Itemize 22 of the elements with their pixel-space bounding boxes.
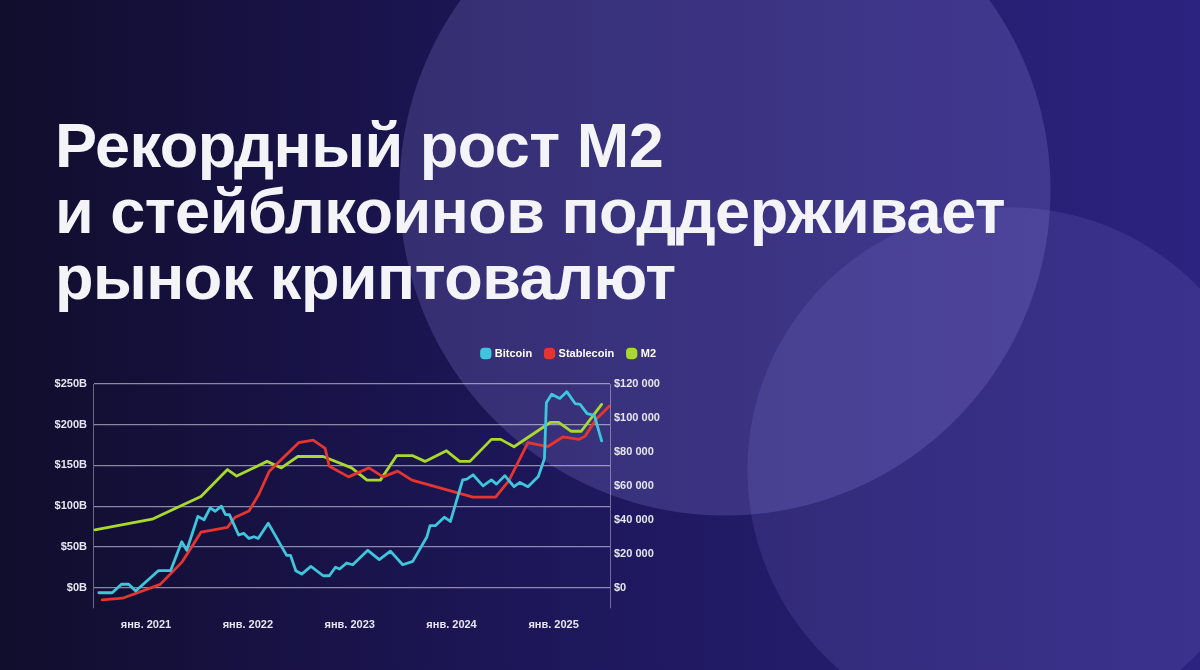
- x-tick-label: янв. 2021: [120, 617, 172, 630]
- y-tick-label: $200B: [54, 417, 88, 430]
- legend-label: Stablecoin: [558, 346, 615, 359]
- y-tick-label: $100B: [54, 499, 88, 512]
- y2-tick-label: $60 000: [614, 478, 654, 491]
- legend-label: Bitcoin: [494, 346, 533, 359]
- y2-tick-label: $40 000: [614, 512, 654, 525]
- x-tick-label: янв. 2022: [222, 617, 274, 630]
- y2-tick-label: $120 000: [614, 377, 660, 390]
- y2-tick-label: $20 000: [614, 546, 654, 559]
- x-tick-label: янв. 2024: [426, 617, 478, 630]
- y2-tick-label: $0: [614, 580, 627, 593]
- chart-title: Рекордный рост M2 и стейблкоинов поддерживает рынок криптовалют: [55, 110, 1006, 312]
- x-tick-label: янв. 2023: [324, 617, 375, 630]
- y-tick-label: $150B: [54, 458, 88, 471]
- y-tick-label: $50B: [60, 539, 88, 552]
- y-tick-label: $250B: [54, 377, 88, 390]
- legend-label: M2: [640, 346, 656, 359]
- y-tick-label: $0B: [66, 580, 88, 593]
- x-tick-label: янв. 2025: [528, 617, 579, 630]
- y2-tick-label: $100 000: [614, 410, 660, 423]
- y2-tick-label: $80 000: [614, 444, 654, 457]
